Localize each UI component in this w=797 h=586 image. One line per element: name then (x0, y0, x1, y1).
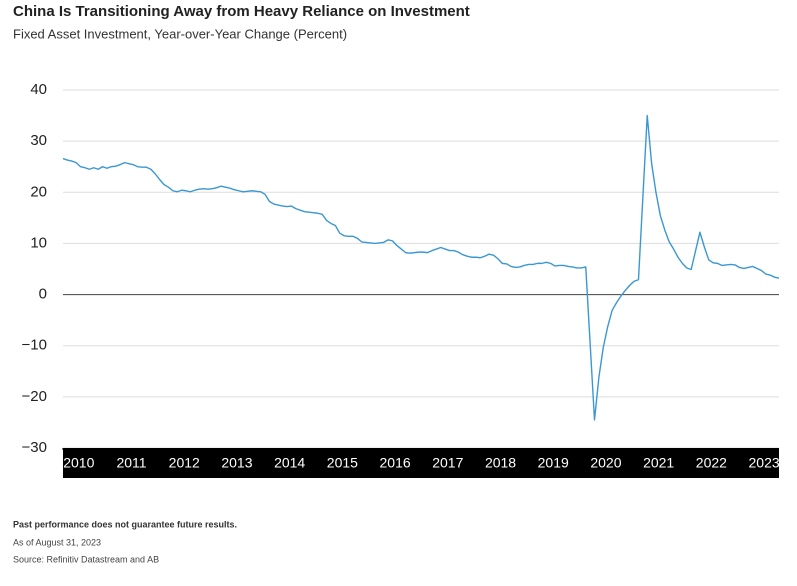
x-tick-label: 2014 (274, 455, 305, 471)
x-tick-label: 2012 (169, 455, 200, 471)
y-tick-label: −10 (22, 337, 47, 354)
x-axis-band (63, 448, 779, 478)
y-tick-label: 10 (30, 234, 47, 251)
y-tick-label: 20 (30, 183, 47, 200)
x-tick-label: 2015 (327, 455, 358, 471)
y-tick-label: 30 (30, 132, 47, 149)
x-tick-label: 2018 (485, 455, 516, 471)
y-tick-label: −20 (22, 388, 47, 405)
footnote: Source: Refinitiv Datastream and AB (13, 554, 159, 564)
y-tick-label: 40 (30, 81, 47, 98)
x-tick-label: 2011 (116, 455, 146, 471)
x-tick-label: 2020 (590, 455, 621, 471)
x-tick-label: 2010 (63, 455, 94, 471)
x-tick-label: 2017 (432, 455, 463, 471)
x-tick-label: 2016 (380, 455, 411, 471)
chart-title: China Is Transitioning Away from Heavy R… (13, 3, 470, 20)
x-tick-label: 2023 (749, 455, 780, 471)
x-tick-label: 2013 (221, 455, 252, 471)
footnote: As of August 31, 2023 (13, 537, 101, 547)
footnote: Past performance does not guarantee futu… (13, 519, 237, 529)
data-line (62, 114, 780, 421)
y-tick-label: 0 (39, 286, 47, 303)
x-tick-label: 2019 (538, 455, 569, 471)
chart-subtitle: Fixed Asset Investment, Year-over-Year C… (13, 26, 347, 41)
x-tick-label: 2022 (696, 455, 727, 471)
y-tick-label: −30 (22, 439, 47, 456)
x-tick-label: 2021 (643, 455, 674, 471)
